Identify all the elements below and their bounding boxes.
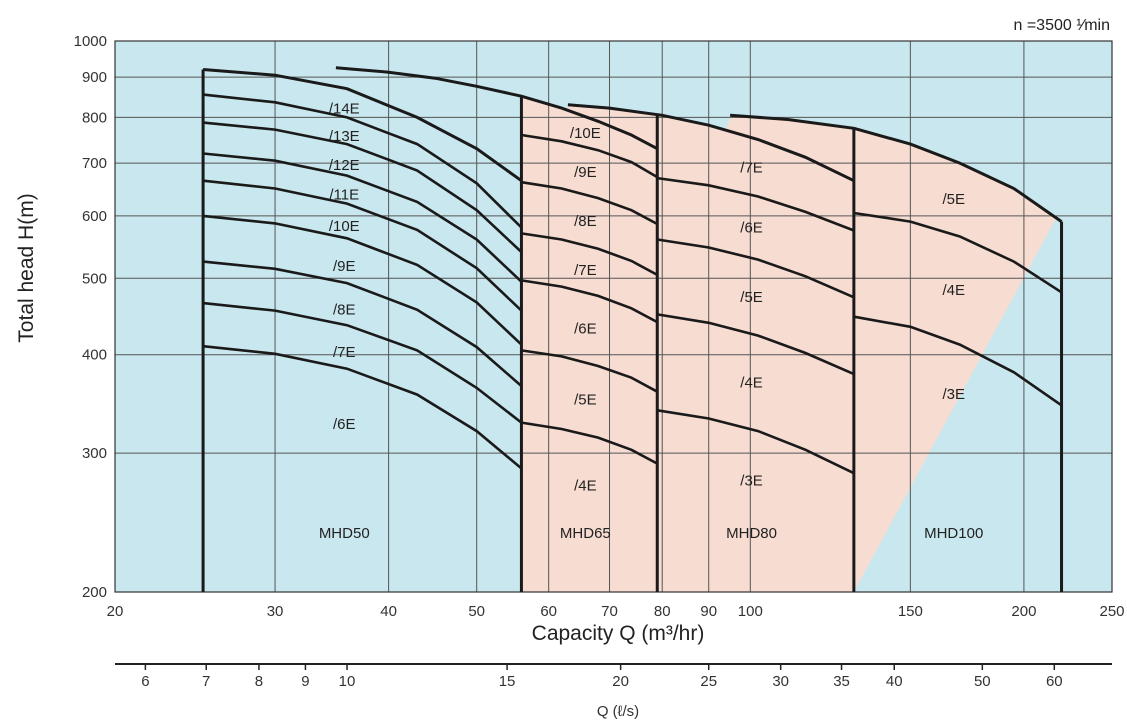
x-tick-label: 70 bbox=[601, 603, 618, 620]
plot-frame bbox=[114, 40, 1113, 593]
impeller-curve-mhd80 bbox=[657, 176, 855, 232]
y-tick-label: 1000 bbox=[74, 33, 107, 50]
impeller-curve-mhd50 bbox=[202, 179, 523, 312]
max-head-curve-mhd50 bbox=[202, 68, 523, 182]
x2-tick-label: 35 bbox=[833, 673, 850, 690]
curve-label: /8E bbox=[574, 213, 597, 230]
impeller-curve-mhd100 bbox=[853, 315, 1063, 407]
curve-label: /14E bbox=[329, 100, 360, 117]
curve-label: /9E bbox=[574, 164, 597, 181]
curve-label: /3E bbox=[942, 386, 965, 403]
curve-label: /7E bbox=[740, 159, 763, 176]
region-mhd65 bbox=[521, 96, 658, 592]
x-tick-label: 200 bbox=[1011, 603, 1036, 620]
curve-label: /11E bbox=[329, 187, 359, 204]
region-mhd100 bbox=[853, 128, 1057, 593]
y-axis-title: Total head H(m) bbox=[15, 193, 38, 342]
x-tick-label: 100 bbox=[738, 603, 763, 620]
curve-label: /10E bbox=[329, 218, 360, 235]
y-tick-label: 800 bbox=[82, 109, 107, 126]
model-name-label: MHD100 bbox=[924, 525, 983, 542]
x2-tick-label: 9 bbox=[301, 673, 309, 690]
impeller-curve-mhd65 bbox=[521, 232, 658, 277]
impeller-curve-mhd50 bbox=[202, 260, 523, 387]
x-tick-label: 80 bbox=[654, 603, 671, 620]
impeller-curve-mhd80 bbox=[657, 238, 855, 299]
curve-label: /5E bbox=[574, 392, 597, 409]
x2-axis-title: Q (ℓ/s) bbox=[597, 703, 639, 720]
x2-tick-label: 10 bbox=[339, 673, 356, 690]
curve-label: /4E bbox=[574, 477, 597, 494]
curve-label: /9E bbox=[333, 258, 356, 275]
model-name-label: MHD50 bbox=[319, 525, 370, 542]
y-tick-label: 400 bbox=[82, 347, 107, 364]
impeller-curve-mhd65 bbox=[521, 180, 658, 226]
impeller-curve-mhd50 bbox=[202, 344, 523, 470]
max-head-curve-mhd100 bbox=[729, 113, 1063, 223]
curve-label: /5E bbox=[740, 289, 763, 306]
impeller-curve-mhd50 bbox=[202, 121, 523, 253]
model-name-label: MHD80 bbox=[726, 525, 777, 542]
impeller-curve-mhd65 bbox=[521, 349, 658, 393]
impeller-curve-mhd65 bbox=[521, 133, 658, 179]
curve-label: /3E bbox=[740, 472, 763, 489]
y-tick-label: 600 bbox=[82, 208, 107, 225]
x-tick-label: 50 bbox=[468, 603, 485, 620]
impeller-curve-mhd65 bbox=[521, 421, 658, 465]
x2-tick-label: 40 bbox=[886, 673, 903, 690]
impeller-curve-mhd50 bbox=[202, 93, 523, 229]
x2-tick-label: 30 bbox=[772, 673, 789, 690]
curve-label: /6E bbox=[574, 321, 597, 338]
x2-tick-label: 50 bbox=[974, 673, 991, 690]
curve-label: /5E bbox=[942, 191, 965, 208]
curve-label: /4E bbox=[740, 375, 763, 392]
x2-tick-label: 15 bbox=[499, 673, 516, 690]
x2-tick-label: 7 bbox=[202, 673, 210, 690]
x-tick-label: 60 bbox=[540, 603, 557, 620]
x-tick-label: 40 bbox=[380, 603, 397, 620]
x2-tick-label: 25 bbox=[700, 673, 717, 690]
speed-label: n =3500 ¹⁄min bbox=[1013, 17, 1110, 34]
impeller-curve-mhd65 bbox=[521, 279, 658, 324]
model-name-label: MHD65 bbox=[560, 525, 611, 542]
impeller-curve-mhd100 bbox=[853, 211, 1063, 294]
curve-label: /12E bbox=[329, 157, 360, 174]
x-tick-label: 90 bbox=[700, 603, 717, 620]
curve-label: /13E bbox=[329, 128, 360, 145]
y-tick-label: 500 bbox=[82, 270, 107, 287]
x2-tick-label: 20 bbox=[612, 673, 629, 690]
impeller-curve-mhd50 bbox=[202, 152, 523, 283]
curve-label: /6E bbox=[740, 219, 763, 236]
curve-label: /4E bbox=[942, 282, 965, 299]
impeller-curve-mhd80 bbox=[657, 409, 855, 475]
y-tick-label: 200 bbox=[82, 584, 107, 601]
curve-label: /7E bbox=[574, 262, 597, 279]
impeller-curve-mhd50 bbox=[202, 301, 523, 424]
max-head-curve-mhd65 bbox=[335, 66, 659, 151]
x-tick-label: 250 bbox=[1099, 603, 1124, 620]
curve-label: /10E bbox=[570, 125, 601, 142]
y-tick-label: 700 bbox=[82, 155, 107, 172]
y-tick-label: 300 bbox=[82, 445, 107, 462]
x-tick-label: 30 bbox=[267, 603, 284, 620]
x-tick-label: 150 bbox=[898, 603, 923, 620]
impeller-curve-mhd50 bbox=[202, 214, 523, 346]
curve-label: /7E bbox=[333, 344, 356, 361]
curve-label: /8E bbox=[333, 301, 356, 318]
x2-tick-label: 6 bbox=[141, 673, 149, 690]
x2-tick-label: 60 bbox=[1046, 673, 1063, 690]
y-tick-label: 900 bbox=[82, 69, 107, 86]
x-axis-title: Capacity Q (m³/hr) bbox=[532, 622, 705, 645]
impeller-curve-mhd80 bbox=[657, 313, 855, 376]
x-tick-label: 20 bbox=[107, 603, 124, 620]
x2-tick-label: 8 bbox=[255, 673, 263, 690]
curve-label: /6E bbox=[333, 416, 356, 433]
max-head-curve-mhd80 bbox=[567, 103, 855, 183]
region-mhd80 bbox=[657, 114, 854, 592]
